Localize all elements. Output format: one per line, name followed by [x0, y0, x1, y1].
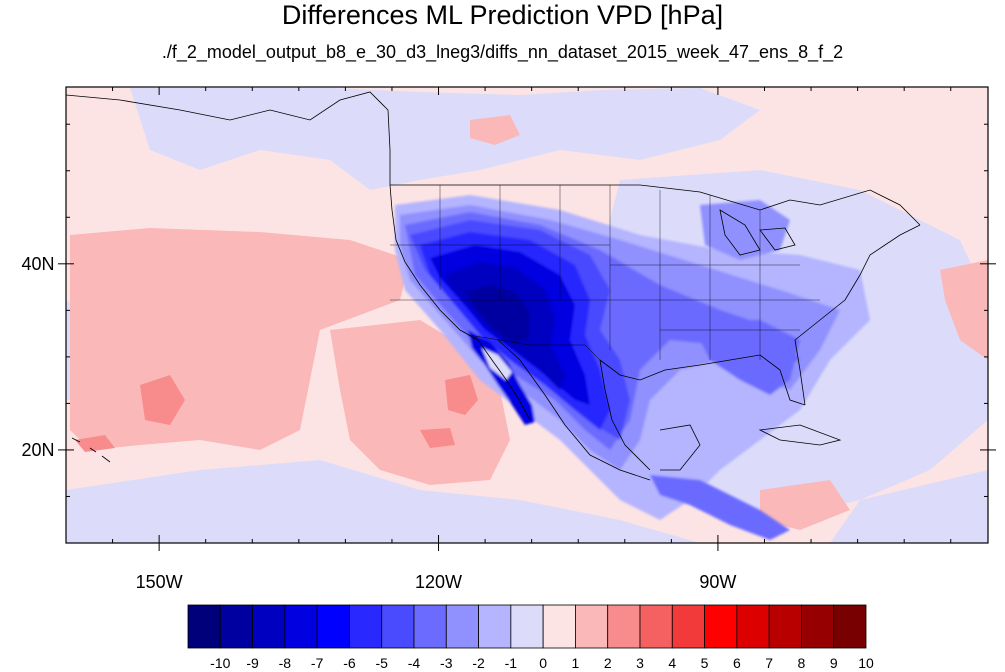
- colorbar-swatch: [510, 604, 544, 649]
- colorbar-label: 10: [858, 655, 874, 671]
- colorbar-label: -6: [343, 655, 356, 671]
- us-east-coast: [794, 224, 921, 406]
- x-tick-label: 120W: [415, 572, 462, 592]
- central-america-anomaly: [650, 475, 790, 540]
- red-spot-2: [445, 375, 478, 415]
- colorbar-label: 2: [604, 655, 612, 671]
- us-west-coast: [389, 184, 479, 341]
- y-axis: 40N 20N: [21, 123, 996, 497]
- cuba: [758, 424, 842, 446]
- colorbar-label: 6: [733, 655, 741, 671]
- colorbar-label: -4: [408, 655, 421, 671]
- colorbar-swatch: [381, 604, 415, 649]
- light-blue-region-south: [66, 460, 700, 543]
- pink-region-atlantic: [940, 260, 988, 360]
- colorbar-swatch: [704, 604, 738, 649]
- light-blue-region-north: [130, 88, 760, 190]
- x-axis: 150W 120W 90W: [112, 87, 952, 592]
- difference-field: [66, 87, 988, 543]
- colorbar-label: 5: [701, 655, 709, 671]
- colorbar-swatch: [445, 604, 479, 649]
- pink-region-north: [470, 115, 520, 145]
- alaska-coast: [66, 91, 391, 185]
- baja-peninsula: [477, 339, 531, 421]
- map-title: Differences ML Prediction VPD [hPa]: [281, 0, 724, 30]
- plot-frame: [65, 86, 989, 544]
- colorbar-label: 7: [765, 655, 773, 671]
- colorbar-label: 0: [539, 655, 547, 671]
- colorbar-swatch: [575, 604, 609, 649]
- colorbar-label: 4: [668, 655, 676, 671]
- colorbar-swatch: [219, 604, 253, 649]
- us-mexico-border: [467, 334, 601, 361]
- colorbar-label: 3: [636, 655, 644, 671]
- colorbar-swatch: [607, 604, 641, 649]
- state-borders: [390, 185, 820, 360]
- mexico-west-coast: [497, 339, 651, 481]
- great-lakes: [719, 209, 796, 256]
- colorbar-label: -8: [279, 655, 292, 671]
- northeast-us-anomaly: [700, 200, 790, 260]
- coastlines: [66, 91, 921, 481]
- colorbar-swatch: [736, 604, 770, 649]
- colorbar-swatch: [284, 604, 318, 649]
- hawaii: [71, 437, 111, 463]
- y-tick-label: 40N: [21, 254, 54, 274]
- map-subtitle: ./f_2_model_output_b8_e_30_d3_lneg3/diff…: [161, 42, 844, 62]
- colorbar-swatch: [833, 604, 867, 649]
- colorbar-label: -7: [311, 655, 324, 671]
- red-spot-4: [75, 435, 115, 452]
- colorbar-swatch: [187, 604, 221, 649]
- colorbar-swatch: [316, 604, 350, 649]
- yucatan: [659, 424, 701, 471]
- colorbar-label: 8: [798, 655, 806, 671]
- colorbar-swatch: [671, 604, 705, 649]
- gulf-coast: [599, 354, 806, 406]
- colorbar-swatch: [349, 604, 383, 649]
- colorbar-label: 1: [572, 655, 580, 671]
- colorbar-label: -1: [505, 655, 518, 671]
- pink-region-caribbean: [760, 480, 850, 530]
- colorbar-label: -2: [472, 655, 485, 671]
- red-spot-3: [420, 428, 455, 448]
- colorbar-label: -10: [210, 655, 230, 671]
- y-tick-label: 20N: [21, 440, 54, 460]
- light-blue-region-se: [830, 470, 988, 543]
- mexico-gulf-coast: [599, 359, 651, 471]
- red-spot-1: [140, 375, 185, 425]
- x-tick-label: 150W: [136, 572, 183, 592]
- colorbar-swatch: [639, 604, 673, 649]
- x-tick-label: 90W: [699, 572, 736, 592]
- colorbar-swatch: [768, 604, 802, 649]
- continental-blue-anomaly: [395, 195, 870, 540]
- colorbar-swatch: [542, 604, 576, 649]
- colorbar-swatch: [478, 604, 512, 649]
- colorbar-swatch: [801, 604, 835, 649]
- colorbar: -10 -9 -8 -7 -6 -5 -4 -3 -2 -1 0 1 2 3 4 5 6 7 8 9 10: [187, 604, 874, 671]
- colorbar-label: -9: [246, 655, 259, 671]
- colorbar-swatch: [252, 604, 286, 649]
- colorbar-label: -3: [440, 655, 453, 671]
- us-canada-border: [390, 184, 921, 226]
- colorbar-label: 9: [830, 655, 838, 671]
- colorbar-swatch: [413, 604, 447, 649]
- colorbar-label: -5: [375, 655, 388, 671]
